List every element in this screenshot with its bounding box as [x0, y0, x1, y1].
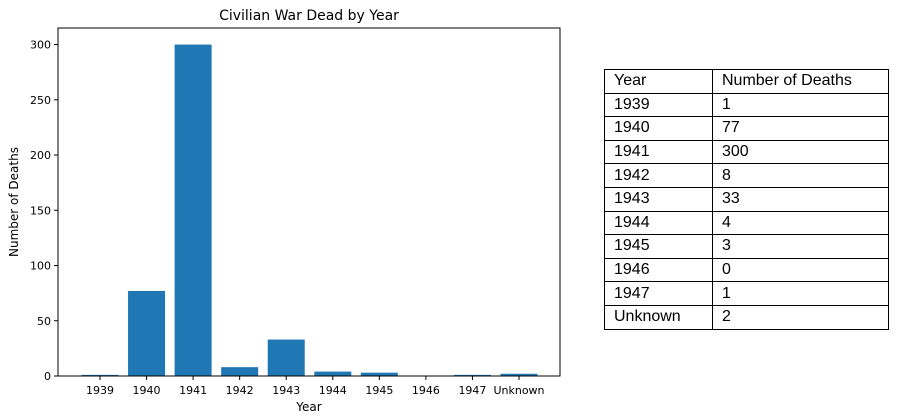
y-tick-label: 0	[44, 370, 51, 383]
x-tick-label: Unknown	[493, 384, 544, 397]
cell-deaths: 3	[712, 234, 889, 259]
cell-deaths: 77	[712, 116, 889, 141]
y-tick-label: 100	[30, 260, 51, 273]
cell-deaths: 1	[712, 92, 889, 118]
bar-1940	[128, 290, 166, 376]
table-row: 1940 77	[604, 116, 889, 141]
bar-1943	[267, 339, 305, 376]
y-axis-title: Number of Deaths	[7, 147, 21, 257]
y-tick-label: 200	[30, 149, 51, 162]
bars	[81, 44, 538, 376]
cell-year: 1947	[604, 281, 713, 306]
bar-1941	[174, 44, 212, 376]
x-tick-label: 1939	[86, 384, 114, 397]
x-tick-label: 1945	[365, 384, 393, 397]
cell-deaths: 33	[712, 186, 889, 212]
y-tick-label: 300	[30, 39, 51, 52]
x-tick-label: 1940	[133, 384, 161, 397]
cell-year: 1943	[604, 186, 713, 212]
cell-deaths: 0	[712, 257, 889, 283]
y-tick-label: 250	[30, 94, 51, 107]
cell-year: 1941	[604, 139, 713, 165]
bar-1944	[314, 371, 352, 376]
cell-year: 1944	[604, 210, 713, 236]
cell-deaths: 8	[712, 163, 889, 188]
x-axis-title: Year	[295, 400, 321, 414]
x-tick-label: 1941	[179, 384, 207, 397]
table-row: 1942 8	[604, 163, 889, 188]
x-tick-label: 1946	[412, 384, 440, 397]
x-tick-label: 1943	[272, 384, 300, 397]
bar-1942	[221, 367, 259, 376]
bar-1947	[453, 374, 491, 376]
cell-deaths: 1	[712, 281, 889, 306]
table-row: 1943 33	[604, 186, 889, 212]
table-row: Unknown 2	[604, 304, 889, 330]
table-row: 1946 0	[604, 257, 889, 283]
cell-deaths: 300	[712, 139, 889, 165]
table-row: 1944 4	[604, 210, 889, 236]
plot-frame	[57, 27, 561, 377]
y-tick-label: 50	[37, 315, 51, 328]
chart-title: Civilian War Dead by Year	[219, 8, 399, 24]
cell-year: 1946	[604, 257, 713, 283]
header-deaths: Number of Deaths	[712, 69, 889, 94]
cell-year: 1942	[604, 163, 713, 188]
y-axis: 0 50 100 150 200 250 300	[30, 39, 58, 383]
table-row: 1947 1	[604, 281, 889, 306]
cell-year: 1945	[604, 234, 713, 259]
x-axis: 1939 1940 1941 1942 1943 1944 1945 1946 1947 Unkn…	[86, 376, 545, 397]
table-row: 1939 1	[604, 92, 889, 118]
x-tick-label: 1944	[319, 384, 347, 397]
cell-year: Unknown	[604, 304, 713, 330]
x-tick-label: 1942	[226, 384, 254, 397]
cell-deaths: 2	[712, 304, 889, 330]
cell-year: 1940	[604, 116, 713, 141]
bar-chart: Civilian War Dead by Year 0 50 100 150 200 25…	[7, 8, 561, 414]
data-table: Year Number of Deaths 1939 1 1940 77 1941 300…	[604, 69, 889, 330]
bar-1939	[81, 374, 119, 376]
bar-1945	[360, 372, 398, 376]
header-year: Year	[604, 69, 713, 94]
cell-deaths: 4	[712, 210, 889, 236]
table-row: 1945 3	[604, 234, 889, 259]
y-tick-label: 150	[30, 204, 51, 217]
x-tick-label: 1947	[458, 384, 486, 397]
table-row: 1941 300	[604, 139, 889, 165]
bar-unknown	[500, 373, 538, 376]
cell-year: 1939	[604, 92, 713, 118]
table-header-row: Year Number of Deaths	[604, 69, 889, 94]
